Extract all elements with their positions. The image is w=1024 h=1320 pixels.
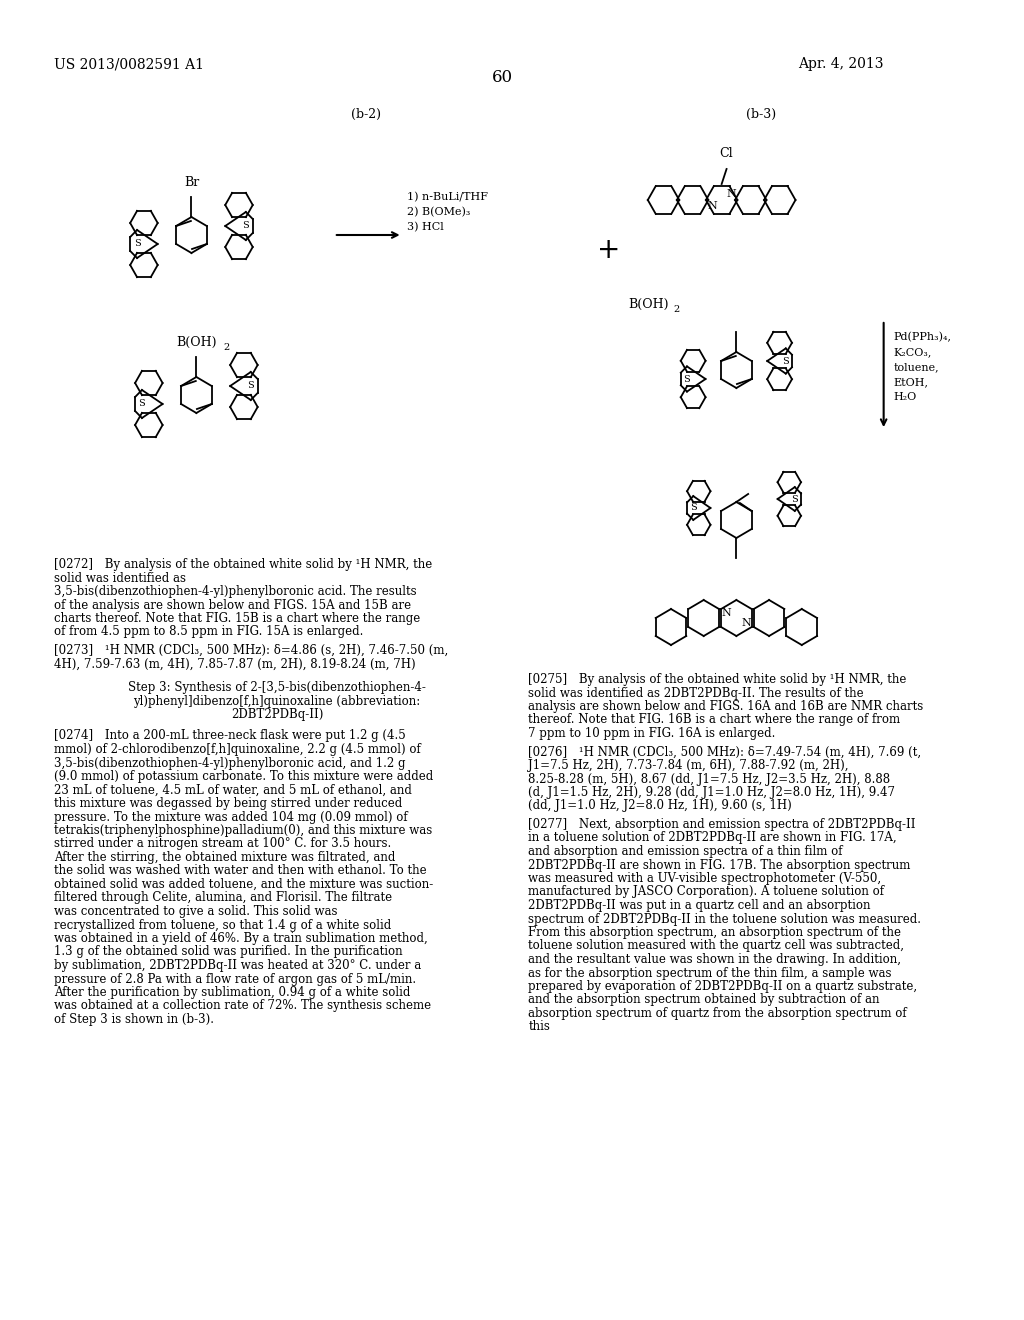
Text: S: S xyxy=(248,381,254,391)
Text: stirred under a nitrogen stream at 100° C. for 3.5 hours.: stirred under a nitrogen stream at 100° … xyxy=(54,837,391,850)
Text: toluene solution measured with the quartz cell was subtracted,: toluene solution measured with the quart… xyxy=(528,940,904,953)
Text: N: N xyxy=(708,202,717,211)
Text: was measured with a UV-visible spectrophotometer (V-550,: was measured with a UV-visible spectroph… xyxy=(528,873,882,884)
Text: prepared by evaporation of 2DBT2PDBq-II on a quartz substrate,: prepared by evaporation of 2DBT2PDBq-II … xyxy=(528,979,918,993)
Text: [0275] By analysis of the obtained white solid by ¹H NMR, the: [0275] By analysis of the obtained white… xyxy=(528,673,906,686)
Text: in a toluene solution of 2DBT2PDBq-II are shown in FIG. 17A,: in a toluene solution of 2DBT2PDBq-II ar… xyxy=(528,832,897,845)
Text: N: N xyxy=(722,607,731,618)
Text: absorption spectrum of quartz from the absorption spectrum of: absorption spectrum of quartz from the a… xyxy=(528,1007,907,1020)
Text: From this absorption spectrum, an absorption spectrum of the: From this absorption spectrum, an absorp… xyxy=(528,927,901,939)
Text: [0274] Into a 200-mL three-neck flask were put 1.2 g (4.5: [0274] Into a 200-mL three-neck flask we… xyxy=(54,730,406,742)
Text: 3,5-bis(dibenzothiophen-4-yl)phenylboronic acid. The results: 3,5-bis(dibenzothiophen-4-yl)phenylboron… xyxy=(54,585,417,598)
Text: S: S xyxy=(243,222,249,231)
Text: of from 4.5 ppm to 8.5 ppm in FIG. 15A is enlarged.: of from 4.5 ppm to 8.5 ppm in FIG. 15A i… xyxy=(54,626,364,639)
Text: (b-3): (b-3) xyxy=(746,108,776,121)
Text: Apr. 4, 2013: Apr. 4, 2013 xyxy=(798,57,884,71)
Text: [0277] Next, absorption and emission spectra of 2DBT2PDBq-II: [0277] Next, absorption and emission spe… xyxy=(528,818,915,832)
Text: tetrakis(triphenylphosphine)palladium(0), and this mixture was: tetrakis(triphenylphosphine)palladium(0)… xyxy=(54,824,432,837)
Text: pressure. To the mixture was added 104 mg (0.09 mmol) of: pressure. To the mixture was added 104 m… xyxy=(54,810,408,824)
Text: pressure of 2.8 Pa with a flow rate of argon gas of 5 mL/min.: pressure of 2.8 Pa with a flow rate of a… xyxy=(54,973,416,986)
Text: 2DBT2PDBq-II are shown in FIG. 17B. The absorption spectrum: 2DBT2PDBq-II are shown in FIG. 17B. The … xyxy=(528,858,910,871)
Text: 7 ppm to 10 ppm in FIG. 16A is enlarged.: 7 ppm to 10 ppm in FIG. 16A is enlarged. xyxy=(528,727,775,741)
Text: J1=7.5 Hz, 2H), 7.73-7.84 (m, 6H), 7.88-7.92 (m, 2H),: J1=7.5 Hz, 2H), 7.73-7.84 (m, 6H), 7.88-… xyxy=(528,759,849,772)
Text: and the absorption spectrum obtained by subtraction of an: and the absorption spectrum obtained by … xyxy=(528,994,880,1006)
Text: thereof. Note that FIG. 16B is a chart where the range of from: thereof. Note that FIG. 16B is a chart w… xyxy=(528,714,900,726)
Text: (d, J1=1.5 Hz, 2H), 9.28 (dd, J1=1.0 Hz, J2=8.0 Hz, 1H), 9.47: (d, J1=1.5 Hz, 2H), 9.28 (dd, J1=1.0 Hz,… xyxy=(528,785,895,799)
Text: 2DBT2PDBq-II): 2DBT2PDBq-II) xyxy=(230,708,323,721)
Text: was obtained at a collection rate of 72%. The synthesis scheme: was obtained at a collection rate of 72%… xyxy=(54,999,431,1012)
Text: by sublimation, 2DBT2PDBq-II was heated at 320° C. under a: by sublimation, 2DBT2PDBq-II was heated … xyxy=(54,960,421,972)
Text: After the purification by sublimation, 0.94 g of a white solid: After the purification by sublimation, 0… xyxy=(54,986,411,999)
Text: charts thereof. Note that FIG. 15B is a chart where the range: charts thereof. Note that FIG. 15B is a … xyxy=(54,612,420,624)
Text: of Step 3 is shown in (b-3).: of Step 3 is shown in (b-3). xyxy=(54,1012,214,1026)
Text: the solid was washed with water and then with ethanol. To the: the solid was washed with water and then… xyxy=(54,865,427,878)
Text: as for the absorption spectrum of the thin film, a sample was: as for the absorption spectrum of the th… xyxy=(528,966,892,979)
Text: +: + xyxy=(597,236,621,264)
Text: 3) HCl: 3) HCl xyxy=(408,222,444,232)
Text: N: N xyxy=(741,618,751,628)
Text: K₂CO₃,: K₂CO₃, xyxy=(894,347,932,356)
Text: and the resultant value was shown in the drawing. In addition,: and the resultant value was shown in the… xyxy=(528,953,901,966)
Text: 2) B(OMe)₃: 2) B(OMe)₃ xyxy=(408,207,471,216)
Text: toluene,: toluene, xyxy=(894,362,939,372)
Text: (b-2): (b-2) xyxy=(351,108,382,121)
Text: EtOH,: EtOH, xyxy=(894,378,929,387)
Text: S: S xyxy=(690,503,696,512)
Text: [0273] ¹H NMR (CDCl₃, 500 MHz): δ=4.86 (s, 2H), 7.46-7.50 (m,: [0273] ¹H NMR (CDCl₃, 500 MHz): δ=4.86 (… xyxy=(54,644,449,657)
Text: S: S xyxy=(792,495,798,503)
Text: of the analysis are shown below and FIGS. 15A and 15B are: of the analysis are shown below and FIGS… xyxy=(54,598,411,611)
Text: yl)phenyl]dibenzo[f,h]quinoxaline (abbreviation:: yl)phenyl]dibenzo[f,h]quinoxaline (abbre… xyxy=(133,694,421,708)
Text: S: S xyxy=(138,400,145,408)
Text: recrystallized from toluene, so that 1.4 g of a white solid: recrystallized from toluene, so that 1.4… xyxy=(54,919,391,932)
Text: manufactured by JASCO Corporation). A toluene solution of: manufactured by JASCO Corporation). A to… xyxy=(528,886,885,899)
Text: S: S xyxy=(134,239,140,248)
Text: (9.0 mmol) of potassium carbonate. To this mixture were added: (9.0 mmol) of potassium carbonate. To th… xyxy=(54,770,433,783)
Text: spectrum of 2DBT2PDBq-II in the toluene solution was measured.: spectrum of 2DBT2PDBq-II in the toluene … xyxy=(528,912,922,925)
Text: 4H), 7.59-7.63 (m, 4H), 7.85-7.87 (m, 2H), 8.19-8.24 (m, 7H): 4H), 7.59-7.63 (m, 4H), 7.85-7.87 (m, 2H… xyxy=(54,657,416,671)
Text: analysis are shown below and FIGS. 16A and 16B are NMR charts: analysis are shown below and FIGS. 16A a… xyxy=(528,700,924,713)
Text: [0272] By analysis of the obtained white solid by ¹H NMR, the: [0272] By analysis of the obtained white… xyxy=(54,558,432,572)
Text: N: N xyxy=(726,189,736,198)
Text: (dd, J1=1.0 Hz, J2=8.0 Hz, 1H), 9.60 (s, 1H): (dd, J1=1.0 Hz, J2=8.0 Hz, 1H), 9.60 (s,… xyxy=(528,800,792,813)
Text: 23 mL of toluene, 4.5 mL of water, and 5 mL of ethanol, and: 23 mL of toluene, 4.5 mL of water, and 5… xyxy=(54,784,412,796)
Text: Br: Br xyxy=(184,176,199,189)
Text: 2: 2 xyxy=(674,305,680,314)
Text: Step 3: Synthesis of 2-[3,5-bis(dibenzothiophen-4-: Step 3: Synthesis of 2-[3,5-bis(dibenzot… xyxy=(128,681,426,694)
Text: this mixture was degassed by being stirred under reduced: this mixture was degassed by being stirr… xyxy=(54,797,402,810)
Text: solid was identified as 2DBT2PDBq-II. The results of the: solid was identified as 2DBT2PDBq-II. Th… xyxy=(528,686,864,700)
Text: B(OH): B(OH) xyxy=(629,298,669,312)
Text: Cl: Cl xyxy=(720,147,733,160)
Text: [0276] ¹H NMR (CDCl₃, 500 MHz): δ=7.49-7.54 (m, 4H), 7.69 (t,: [0276] ¹H NMR (CDCl₃, 500 MHz): δ=7.49-7… xyxy=(528,746,922,759)
Text: solid was identified as: solid was identified as xyxy=(54,572,186,585)
Text: S: S xyxy=(684,375,690,384)
Text: this: this xyxy=(528,1020,550,1034)
Text: 60: 60 xyxy=(493,69,513,86)
Text: 3,5-bis(dibenzothiophen-4-yl)phenylboronic acid, and 1.2 g: 3,5-bis(dibenzothiophen-4-yl)phenylboron… xyxy=(54,756,406,770)
Text: was concentrated to give a solid. This solid was: was concentrated to give a solid. This s… xyxy=(54,906,338,917)
Text: After the stirring, the obtained mixture was filtrated, and: After the stirring, the obtained mixture… xyxy=(54,851,395,865)
Text: filtered through Celite, alumina, and Florisil. The filtrate: filtered through Celite, alumina, and Fl… xyxy=(54,891,392,904)
Text: H₂O: H₂O xyxy=(894,392,916,403)
Text: Pd(PPh₃)₄,: Pd(PPh₃)₄, xyxy=(894,331,951,342)
Text: mmol) of 2-chlorodibenzo[f,h]quinoxaline, 2.2 g (4.5 mmol) of: mmol) of 2-chlorodibenzo[f,h]quinoxaline… xyxy=(54,743,421,756)
Text: B(OH): B(OH) xyxy=(176,337,217,348)
Text: and absorption and emission spectra of a thin film of: and absorption and emission spectra of a… xyxy=(528,845,843,858)
Text: S: S xyxy=(782,356,790,366)
Text: was obtained in a yield of 46%. By a train sublimation method,: was obtained in a yield of 46%. By a tra… xyxy=(54,932,428,945)
Text: 1.3 g of the obtained solid was purified. In the purification: 1.3 g of the obtained solid was purified… xyxy=(54,945,402,958)
Text: 2: 2 xyxy=(224,343,230,352)
Text: 1) n-BuLi/THF: 1) n-BuLi/THF xyxy=(408,191,488,202)
Text: US 2013/0082591 A1: US 2013/0082591 A1 xyxy=(54,57,204,71)
Text: obtained solid was added toluene, and the mixture was suction-: obtained solid was added toluene, and th… xyxy=(54,878,433,891)
Text: 2DBT2PDBq-II was put in a quartz cell and an absorption: 2DBT2PDBq-II was put in a quartz cell an… xyxy=(528,899,870,912)
Text: 8.25-8.28 (m, 5H), 8.67 (dd, J1=7.5 Hz, J2=3.5 Hz, 2H), 8.88: 8.25-8.28 (m, 5H), 8.67 (dd, J1=7.5 Hz, … xyxy=(528,772,890,785)
